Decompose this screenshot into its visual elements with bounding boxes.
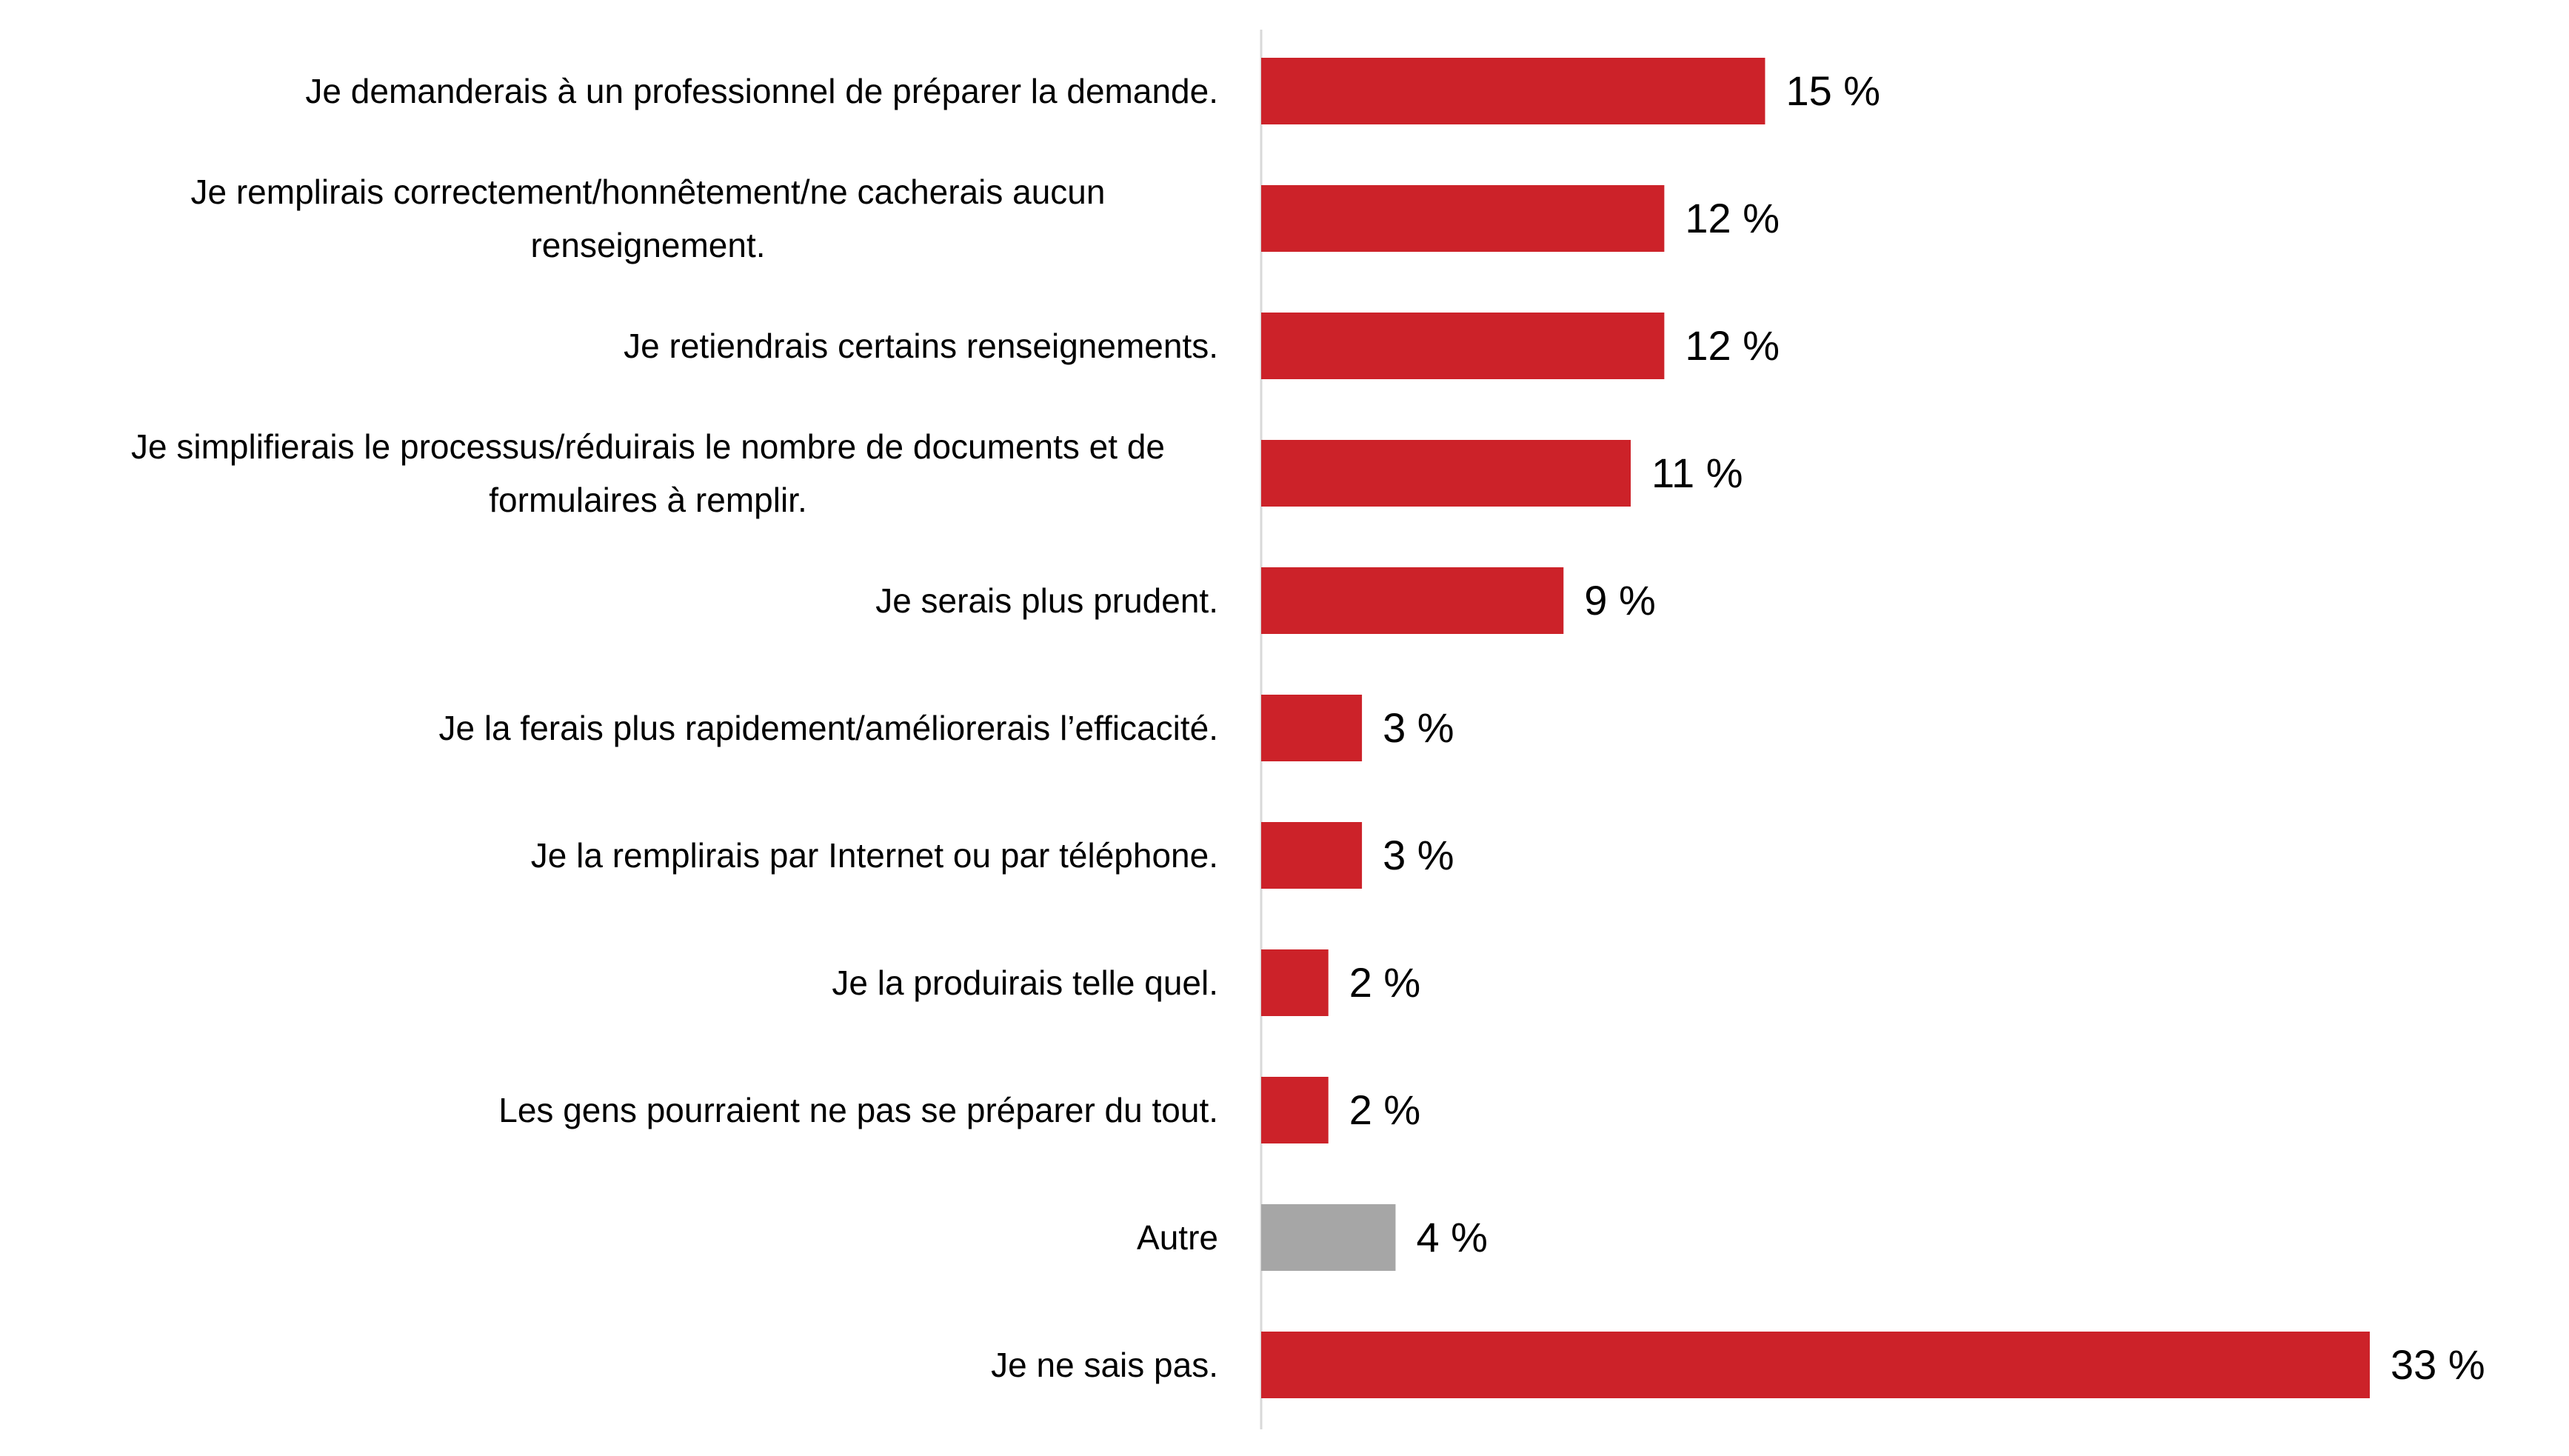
category-label: Je la remplirais par Internet ou par tél… — [530, 836, 1218, 875]
value-label: 2 % — [1349, 959, 1421, 1006]
bar — [1261, 313, 1665, 379]
bar — [1261, 440, 1631, 507]
category-label: Je la ferais plus rapidement/améliorerai… — [438, 709, 1218, 747]
category-label: Je retiendrais certains renseignements. — [624, 327, 1218, 365]
bar — [1261, 1204, 1396, 1271]
bar — [1261, 185, 1665, 252]
bar — [1261, 949, 1329, 1016]
bar — [1261, 1077, 1329, 1143]
value-label: 15 % — [1785, 67, 1880, 114]
category-label: Je simplifierais le processus/réduirais … — [131, 427, 1165, 519]
bar — [1261, 567, 1564, 634]
category-label: Les gens pourraient ne pas se préparer d… — [498, 1091, 1218, 1129]
category-label: Je demanderais à un professionnel de pré… — [305, 72, 1218, 110]
value-label: 12 % — [1685, 322, 1780, 369]
value-label: 2 % — [1349, 1086, 1421, 1133]
category-label: Je remplirais correctement/honnêtement/n… — [190, 173, 1106, 264]
category-label: Je serais plus prudent. — [875, 581, 1218, 620]
bar — [1261, 58, 1765, 124]
category-label: Autre — [1137, 1218, 1218, 1257]
value-label: 12 % — [1685, 195, 1780, 241]
value-label: 3 % — [1383, 832, 1454, 878]
category-label: Je la produirais telle quel. — [832, 964, 1218, 1002]
value-label: 11 % — [1651, 450, 1743, 496]
bar — [1261, 822, 1363, 889]
value-label: 4 % — [1416, 1214, 1488, 1260]
bar — [1261, 695, 1363, 761]
value-label: 33 % — [2391, 1341, 2485, 1388]
value-label: 9 % — [1584, 577, 1656, 624]
value-label: 3 % — [1383, 704, 1454, 751]
category-label: Je ne sais pas. — [991, 1346, 1218, 1384]
bar — [1261, 1332, 2370, 1398]
